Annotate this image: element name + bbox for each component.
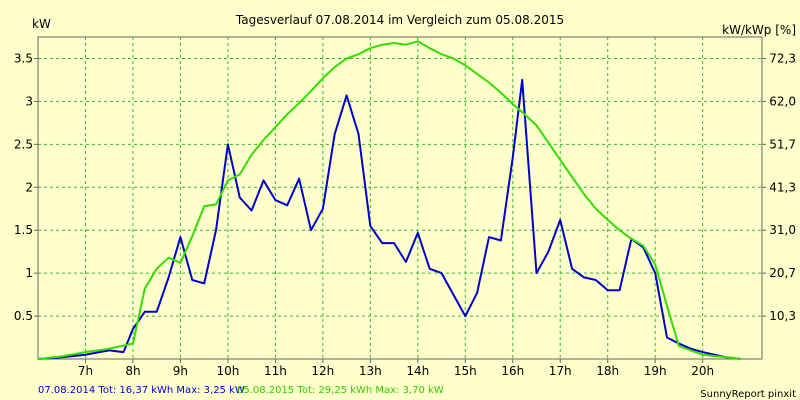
x-tick-label: 16h — [501, 364, 524, 378]
y-tick-label-right: 41,3 — [769, 180, 796, 194]
y-tick-label-right: 31,0 — [769, 223, 796, 237]
y-tick-label-right: 20,7 — [769, 266, 796, 280]
x-tick-label: 9h — [173, 364, 188, 378]
x-tick-label: 20h — [691, 364, 714, 378]
credit-label: SunnyReport pinxit — [700, 389, 796, 400]
y-tick-label-right: 62,0 — [769, 94, 796, 108]
x-tick-label: 14h — [406, 364, 429, 378]
y-tick-label-left: 0.5 — [14, 309, 33, 323]
series-line-2015 — [37, 40, 741, 360]
y-tick-label-left: 3 — [25, 94, 33, 108]
x-tick-label: 17h — [549, 364, 572, 378]
y-tick-label-right: 10,3 — [769, 309, 796, 323]
y-tick-label-left: 3.5 — [14, 51, 33, 65]
x-tick-label: 12h — [311, 364, 334, 378]
grid — [38, 37, 762, 359]
plot-area — [37, 36, 763, 360]
y-tick-label-right: 72,3 — [769, 51, 796, 65]
legend-item-2015: 05.08.2015 Tot: 29,25 kWh Max: 3,70 kW — [237, 385, 444, 396]
y-axis-right-label: kW/kWp [%] — [722, 23, 796, 37]
chart-title: Tagesverlauf 07.08.2014 im Vergleich zum… — [235, 13, 564, 27]
x-tick-label: 15h — [454, 364, 477, 378]
x-tick-label: 11h — [264, 364, 287, 378]
y-tick-label-left: 2 — [25, 180, 33, 194]
x-tick-label: 7h — [78, 364, 93, 378]
axis-labels: 7h 8h 9h 10h 11h 12h 13h 14h 15h 16h 17h 18h 19h 20h 0… — [14, 51, 796, 378]
series-line-2014 — [37, 78, 741, 360]
y-tick-label-left: 2.5 — [14, 137, 33, 151]
x-tick-label: 10h — [216, 364, 239, 378]
x-tick-label: 19h — [644, 364, 667, 378]
y-tick-label-left: 1 — [25, 266, 33, 280]
x-tick-label: 13h — [359, 364, 382, 378]
x-tick-label: 8h — [125, 364, 140, 378]
y-axis-left-label: kW — [32, 17, 51, 31]
series-layer — [37, 40, 741, 360]
x-tick-label: 18h — [596, 364, 619, 378]
legend-item-2014: 07.08.2014 Tot: 16,37 kWh Max: 3,25 kW — [38, 385, 245, 396]
y-tick-label-right: 51,7 — [769, 137, 796, 151]
y-tick-label-left: 1.5 — [14, 223, 33, 237]
